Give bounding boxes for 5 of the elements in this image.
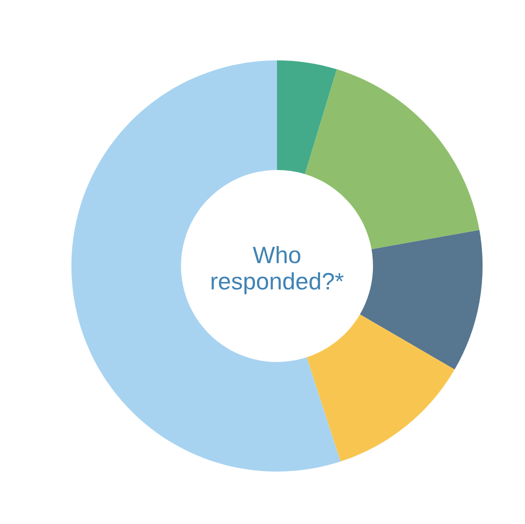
donut-slice [304,69,480,250]
text: Who responded?* [212,246,344,294]
donut-slice [277,60,337,174]
donut-slice [360,230,483,370]
donut-slice [306,314,455,462]
